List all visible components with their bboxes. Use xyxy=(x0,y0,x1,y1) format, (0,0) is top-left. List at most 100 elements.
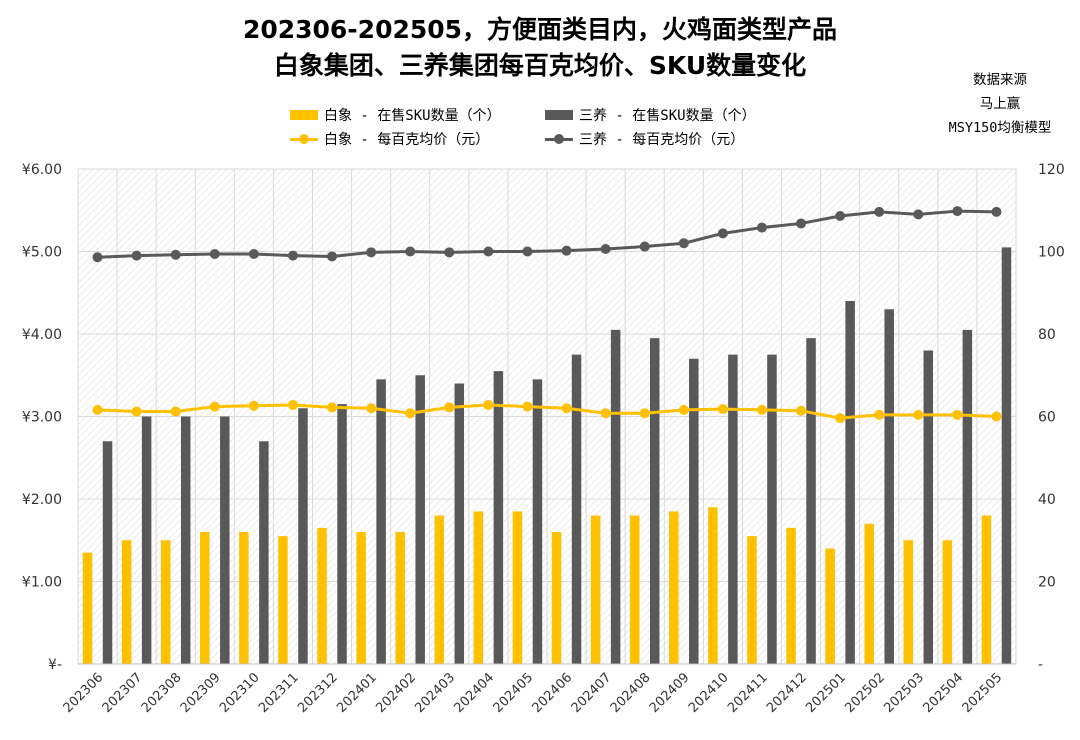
bar-baixiang-sku xyxy=(356,532,366,664)
bar-baixiang-sku xyxy=(669,511,679,664)
y-right-tick-label: 120 xyxy=(1038,162,1065,178)
y-right-tick-label: 20 xyxy=(1038,575,1056,591)
x-tick-label: 202412 xyxy=(764,670,810,716)
point-baixiang-price xyxy=(522,401,533,412)
bar-samyang-sku xyxy=(259,441,269,664)
point-baixiang-price xyxy=(405,408,416,419)
point-baixiang-price xyxy=(92,404,103,415)
y-right-tick-label: - xyxy=(1038,657,1043,673)
point-baixiang-price xyxy=(483,399,494,410)
bar-samyang-sku xyxy=(884,309,894,664)
point-baixiang-price xyxy=(561,403,572,414)
legend-item-baixiang-sku: 白象 - 在售SKU数量（个） xyxy=(290,105,545,125)
y-left-tick-label: ¥3.00 xyxy=(22,410,62,426)
point-samyang-price xyxy=(522,246,533,257)
x-tick-label: 202403 xyxy=(412,670,458,716)
x-tick-label: 202501 xyxy=(803,670,849,716)
chart-title-line-1: 202306-202505，方便面类目内，火鸡面类型产品 xyxy=(242,15,838,44)
x-tick-label: 202504 xyxy=(920,670,966,716)
point-baixiang-price xyxy=(874,409,885,420)
point-baixiang-price xyxy=(639,408,650,419)
bar-samyang-sku xyxy=(532,379,543,664)
point-baixiang-price xyxy=(170,406,181,417)
legend-item-baixiang-price: 白象 - 每百克均价（元） xyxy=(290,129,545,149)
bar-samyang-sku xyxy=(298,408,308,664)
bar-series xyxy=(82,247,1012,664)
point-baixiang-price xyxy=(209,401,220,412)
legend-marker-samyang-line xyxy=(545,133,573,145)
bar-samyang-sku xyxy=(493,371,504,664)
point-baixiang-price xyxy=(248,400,259,411)
point-samyang-price xyxy=(170,249,181,260)
point-baixiang-price xyxy=(600,408,611,419)
point-samyang-price xyxy=(874,206,885,217)
bar-baixiang-sku xyxy=(786,527,796,664)
source-note: 数据来源 马上赢 MSY150均衡模型 xyxy=(925,68,1075,140)
bar-baixiang-sku xyxy=(551,532,562,664)
x-tick-label: 202409 xyxy=(647,670,693,716)
legend-label-baixiang-price: 白象 - 每百克均价（元） xyxy=(324,132,490,148)
x-tick-label: 202411 xyxy=(725,670,771,716)
x-tick-label: 202311 xyxy=(256,670,302,716)
point-samyang-price xyxy=(756,222,767,233)
legend-swatch-baixiang-bar xyxy=(290,110,318,120)
point-samyang-price xyxy=(678,238,689,249)
x-tick-label: 202307 xyxy=(100,670,146,716)
bar-baixiang-sku xyxy=(317,527,327,664)
bar-baixiang-sku xyxy=(825,548,835,664)
x-tick-label: 202310 xyxy=(217,670,263,716)
bar-baixiang-sku xyxy=(160,540,171,664)
point-samyang-price xyxy=(952,206,963,217)
line-baixiang-price xyxy=(97,403,997,420)
point-samyang-price xyxy=(366,247,377,258)
point-samyang-price xyxy=(209,248,220,259)
x-tick-label: 202505 xyxy=(960,670,1006,716)
bar-baixiang-sku xyxy=(747,536,757,664)
y-left-tick-label: ¥- xyxy=(48,657,62,673)
point-baixiang-price xyxy=(327,402,338,413)
bar-samyang-sku xyxy=(962,329,973,664)
y-left-tick-label: ¥1.00 xyxy=(22,575,62,591)
point-baixiang-price xyxy=(913,409,924,420)
bar-baixiang-sku xyxy=(708,507,718,664)
bar-samyang-sku xyxy=(376,379,386,664)
bar-samyang-sku xyxy=(806,338,816,664)
bar-samyang-sku xyxy=(649,338,660,664)
bar-baixiang-sku xyxy=(942,540,953,664)
point-baixiang-price xyxy=(756,404,767,415)
x-tick-label: 202410 xyxy=(686,670,732,716)
bar-samyang-sku xyxy=(728,354,738,664)
point-samyang-price xyxy=(913,209,924,220)
bar-samyang-sku xyxy=(845,301,855,664)
bar-samyang-sku xyxy=(610,329,621,664)
bar-baixiang-sku xyxy=(200,532,210,664)
point-samyang-price xyxy=(796,218,807,229)
bar-baixiang-sku xyxy=(981,515,992,664)
bar-samyang-sku xyxy=(1001,247,1012,664)
line-samyang-price xyxy=(97,209,997,259)
bar-samyang-sku xyxy=(220,416,230,664)
point-samyang-price xyxy=(639,241,650,252)
point-baixiang-price xyxy=(952,409,963,420)
y-right-tick-label: 80 xyxy=(1038,327,1056,343)
bar-samyang-sku xyxy=(102,441,113,664)
x-tick-label: 202309 xyxy=(178,670,224,716)
line-series xyxy=(92,206,1002,424)
y-left-tick-label: ¥6.00 xyxy=(22,162,62,178)
point-samyang-price xyxy=(600,244,611,255)
legend-label-samyang-price: 三养 - 每百克均价（元） xyxy=(579,132,745,148)
point-samyang-price xyxy=(835,211,846,222)
bar-samyang-sku xyxy=(923,350,934,664)
y-left-tick-label: ¥5.00 xyxy=(22,245,62,261)
x-tick-label: 202401 xyxy=(334,670,380,716)
y-right-tick-label: 40 xyxy=(1038,492,1056,508)
x-tick-label: 202312 xyxy=(295,670,341,716)
point-baixiang-price xyxy=(991,411,1002,422)
x-tick-label: 202306 xyxy=(61,670,107,716)
bar-baixiang-sku xyxy=(278,536,288,664)
point-samyang-price xyxy=(405,246,416,257)
bar-samyang-sku xyxy=(141,416,152,664)
bar-samyang-sku xyxy=(337,404,347,664)
x-tick-label: 202406 xyxy=(530,670,576,716)
bar-baixiang-sku xyxy=(434,515,445,664)
